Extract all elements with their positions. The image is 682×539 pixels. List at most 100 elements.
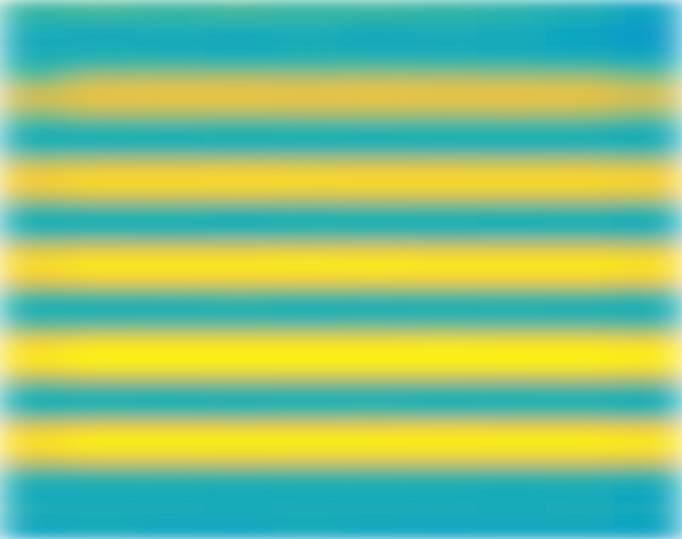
heatmap-cell — [0, 287, 69, 300]
heatmap-cell — [136, 443, 205, 456]
heatmap-cell — [409, 443, 478, 456]
heatmap-cell — [546, 287, 615, 300]
heatmap-cell — [68, 192, 137, 205]
heatmap-cell — [477, 180, 546, 193]
heatmap-cell — [205, 12, 274, 25]
heatmap-cell — [68, 252, 137, 265]
heatmap-cell — [341, 479, 410, 492]
heatmap-cell — [68, 36, 137, 49]
heatmap-cell — [273, 407, 342, 420]
heatmap-cell — [546, 527, 615, 539]
heatmap-cell — [546, 431, 615, 444]
heatmap-cell — [546, 12, 615, 25]
heatmap-cell — [409, 252, 478, 265]
heatmap-cell — [0, 467, 69, 480]
heatmap-cell — [409, 395, 478, 408]
heatmap-cell — [136, 156, 205, 169]
heatmap-cell — [546, 347, 615, 360]
heatmap-cell — [0, 156, 69, 169]
heatmap-cell — [614, 84, 682, 97]
heatmap-cell — [409, 36, 478, 49]
heatmap-cell — [0, 443, 69, 456]
heatmap-cell — [546, 156, 615, 169]
heatmap-cell — [0, 491, 69, 504]
heatmap-cell — [136, 311, 205, 324]
heatmap-cell — [0, 527, 69, 539]
heatmap-cell — [341, 216, 410, 229]
heatmap-cell — [273, 359, 342, 372]
heatmap-cell — [205, 503, 274, 516]
heatmap-cell — [341, 84, 410, 97]
heatmap-cell — [614, 491, 682, 504]
heatmap-cell — [477, 467, 546, 480]
heatmap-cell — [614, 228, 682, 241]
heatmap-cell — [136, 527, 205, 539]
heatmap-cell — [136, 204, 205, 217]
heatmap-cell — [0, 204, 69, 217]
heatmap-cell — [68, 216, 137, 229]
heatmap-cell — [205, 335, 274, 348]
heatmap-cell — [273, 371, 342, 384]
heatmap-cell — [614, 419, 682, 432]
heatmap-cell — [136, 84, 205, 97]
heatmap-cell — [546, 359, 615, 372]
heatmap-cell — [546, 407, 615, 420]
heatmap-cell — [205, 240, 274, 253]
heatmap-cell — [477, 311, 546, 324]
heatmap-cell — [68, 455, 137, 468]
heatmap-cell — [273, 503, 342, 516]
heatmap-cell — [614, 156, 682, 169]
heatmap-cell — [68, 527, 137, 539]
heatmap-cell — [205, 24, 274, 37]
heatmap-cell — [341, 419, 410, 432]
heatmap-cell — [341, 383, 410, 396]
heatmap-cell — [409, 311, 478, 324]
heatmap-cell — [409, 383, 478, 396]
heatmap-cell — [136, 323, 205, 336]
heatmap-cell — [614, 431, 682, 444]
heatmap-cell — [614, 240, 682, 253]
heatmap-cell — [136, 120, 205, 133]
heatmap-cell — [136, 491, 205, 504]
heatmap-cell — [68, 311, 137, 324]
heatmap-cell — [136, 395, 205, 408]
heatmap-cell — [409, 479, 478, 492]
heatmap-cell — [341, 287, 410, 300]
heatmap-cell — [205, 144, 274, 157]
heatmap-cell — [136, 180, 205, 193]
heatmap-cell — [68, 491, 137, 504]
heatmap-cell — [477, 156, 546, 169]
heatmap-cell — [409, 359, 478, 372]
heatmap-cell — [341, 192, 410, 205]
heatmap-cell — [614, 96, 682, 109]
heatmap-cell — [136, 96, 205, 109]
heatmap-cell — [409, 168, 478, 181]
heatmap-cell — [205, 311, 274, 324]
heatmap-cell — [614, 407, 682, 420]
heatmap-cell — [0, 371, 69, 384]
heatmap-cell — [0, 252, 69, 265]
heatmap-cell — [68, 48, 137, 61]
heatmap-cell — [68, 299, 137, 312]
heatmap-cell — [546, 371, 615, 384]
heatmap-cell — [68, 108, 137, 121]
heatmap-cell — [205, 479, 274, 492]
heatmap-cell — [136, 359, 205, 372]
heatmap-cell — [546, 192, 615, 205]
heatmap-cell — [614, 192, 682, 205]
heatmap-cell — [546, 216, 615, 229]
heatmap-cell — [136, 383, 205, 396]
heatmap-cell — [546, 252, 615, 265]
heatmap-cell — [273, 299, 342, 312]
heatmap-cell — [136, 12, 205, 25]
heatmap-cell — [136, 299, 205, 312]
heatmap-cell — [273, 12, 342, 25]
heatmap-cell — [68, 503, 137, 516]
cells — [0, 0, 682, 539]
heatmap-cell — [0, 407, 69, 420]
heatmap-cell — [205, 323, 274, 336]
heatmap-cell — [614, 168, 682, 181]
heatmap-cell — [341, 228, 410, 241]
heatmap-cell — [0, 347, 69, 360]
heatmap-cell — [546, 311, 615, 324]
